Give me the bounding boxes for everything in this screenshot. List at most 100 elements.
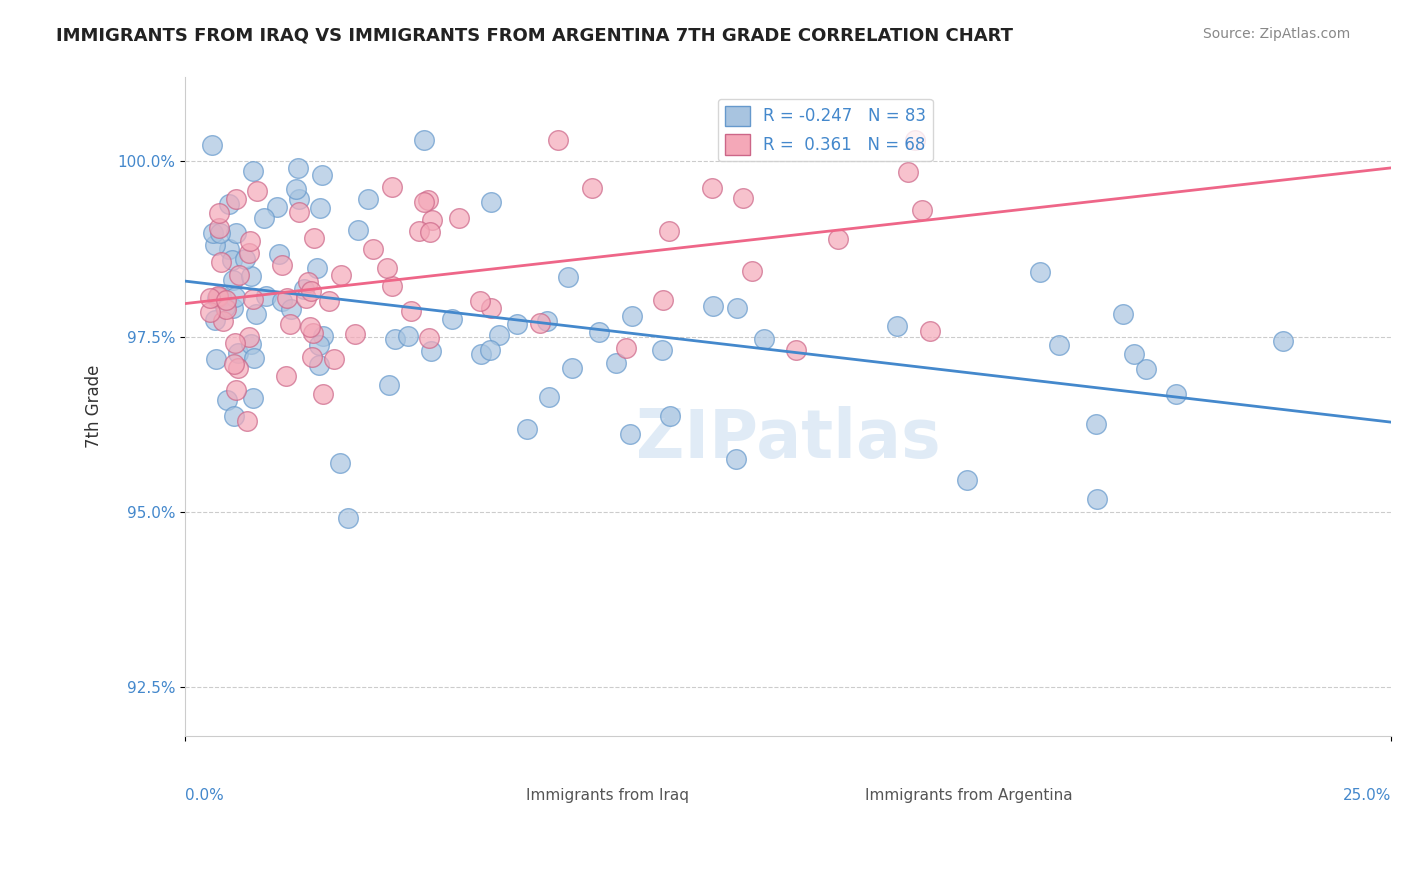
Point (413, 133, 436, 147)
Point (311, 387, 333, 401)
Point (198, 305, 221, 319)
Point (561, 361, 583, 376)
Point (209, 226, 232, 240)
Point (419, 225, 441, 239)
Point (207, 288, 229, 302)
Point (651, 343, 673, 358)
Point (215, 302, 238, 317)
Legend: R = -0.247   N = 83, R =  0.361   N = 68: R = -0.247 N = 83, R = 0.361 N = 68 (718, 99, 932, 161)
Point (243, 351, 266, 365)
Point (271, 294, 294, 309)
Point (396, 329, 419, 343)
Point (242, 293, 264, 307)
Point (225, 192, 247, 206)
Point (827, 232, 849, 246)
Point (294, 291, 316, 305)
Point (287, 161, 309, 176)
Text: 25.0%: 25.0% (1343, 789, 1391, 804)
Point (245, 307, 267, 321)
Point (222, 357, 245, 371)
Point (896, 165, 918, 179)
Point (470, 294, 492, 309)
Text: Immigrants from Iraq: Immigrants from Iraq (526, 789, 689, 804)
Point (619, 427, 641, 442)
Point (209, 290, 232, 304)
Point (920, 324, 942, 338)
Text: ZIPatlas: ZIPatlas (636, 407, 941, 473)
Point (318, 294, 340, 309)
Point (311, 168, 333, 182)
Point (299, 320, 322, 334)
Point (226, 360, 249, 375)
Point (337, 511, 360, 525)
Point (447, 211, 470, 225)
Point (330, 268, 353, 282)
Point (239, 337, 262, 351)
Point (505, 317, 527, 331)
Point (384, 332, 406, 346)
Point (215, 293, 238, 307)
Point (301, 350, 323, 364)
Point (312, 328, 335, 343)
Point (222, 301, 245, 316)
Point (1164, 387, 1187, 401)
Point (302, 231, 325, 245)
Point (1135, 362, 1157, 376)
Point (209, 255, 232, 269)
Point (276, 291, 298, 305)
Point (418, 193, 440, 207)
Point (420, 213, 443, 227)
Point (214, 300, 236, 314)
Point (361, 242, 384, 256)
Point (239, 269, 262, 284)
Point (620, 309, 643, 323)
Point (724, 452, 747, 467)
Point (886, 318, 908, 333)
Point (200, 138, 222, 153)
Point (207, 290, 229, 304)
Point (605, 356, 627, 370)
Point (212, 314, 235, 328)
Point (479, 301, 502, 315)
Point (221, 252, 243, 267)
Point (408, 224, 430, 238)
Point (308, 338, 330, 352)
Point (285, 181, 308, 195)
Point (288, 204, 311, 219)
Point (381, 179, 404, 194)
Point (911, 202, 934, 217)
Point (280, 302, 302, 317)
Point (239, 234, 262, 248)
Point (614, 341, 637, 355)
Point (1029, 265, 1052, 279)
Point (378, 378, 401, 392)
Point (412, 194, 434, 209)
Point (904, 133, 927, 147)
Point (1084, 417, 1107, 432)
Point (659, 409, 682, 424)
Text: IMMIGRANTS FROM IRAQ VS IMMIGRANTS FROM ARGENTINA 7TH GRADE CORRELATION CHART: IMMIGRANTS FROM IRAQ VS IMMIGRANTS FROM … (56, 27, 1014, 45)
Point (1112, 307, 1135, 321)
Point (254, 288, 277, 302)
Point (242, 164, 264, 178)
Point (208, 220, 231, 235)
Point (479, 343, 502, 358)
Point (253, 211, 276, 225)
Point (274, 369, 297, 384)
Point (375, 261, 398, 276)
Point (302, 326, 325, 340)
Point (267, 247, 290, 261)
Point (956, 473, 979, 487)
Point (741, 264, 763, 278)
Point (205, 352, 228, 367)
Point (278, 318, 301, 332)
Point (537, 390, 560, 404)
Point (752, 332, 775, 346)
Point (516, 422, 538, 436)
Point (294, 282, 316, 296)
Point (222, 273, 245, 287)
Point (418, 331, 440, 345)
Point (547, 133, 569, 147)
Point (236, 414, 259, 428)
Point (346, 223, 368, 237)
